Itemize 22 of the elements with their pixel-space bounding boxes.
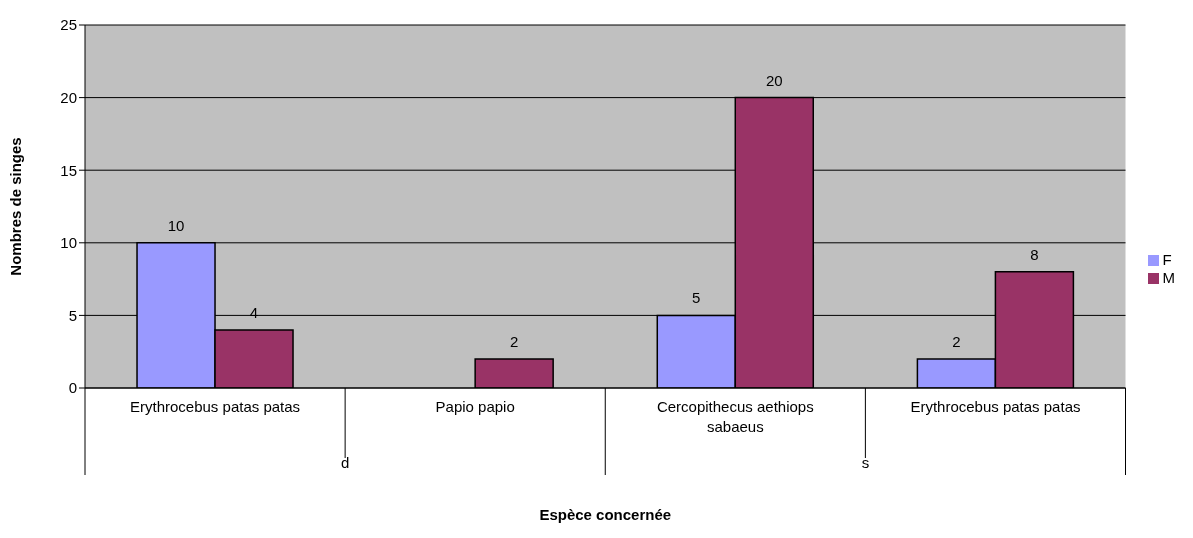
x-axis-title: Espèce concernée <box>539 506 672 523</box>
data-label: 2 <box>509 332 519 350</box>
y-tick-label: 5 <box>68 306 77 324</box>
y-tick-label: 25 <box>60 16 77 34</box>
data-label: 8 <box>1030 245 1039 263</box>
y-tick-label: 0 <box>68 379 77 397</box>
data-label: 10 <box>167 216 185 234</box>
text: d <box>340 454 350 471</box>
x-tick-label: Papio papio <box>435 398 515 415</box>
y-tick-label: 15 <box>60 161 77 179</box>
y-tick-label: 20 <box>60 88 77 106</box>
data-label: 20 <box>765 71 783 89</box>
legend-label: M <box>1162 269 1175 286</box>
y-axis-title: Nombres de singes <box>7 137 25 276</box>
y-tick-label: 10 <box>60 234 77 252</box>
x-tick-label: Cercopithecus aethiops sabaeus <box>656 398 814 435</box>
data-label: 5 <box>692 289 701 307</box>
text: s <box>861 454 870 471</box>
data-label: 2 <box>952 332 961 350</box>
legend-label: F <box>1162 251 1172 268</box>
x-tick-label: Erythrocebus patas patas <box>910 398 1081 415</box>
x-tick-label: Erythrocebus patas patas <box>130 398 301 415</box>
